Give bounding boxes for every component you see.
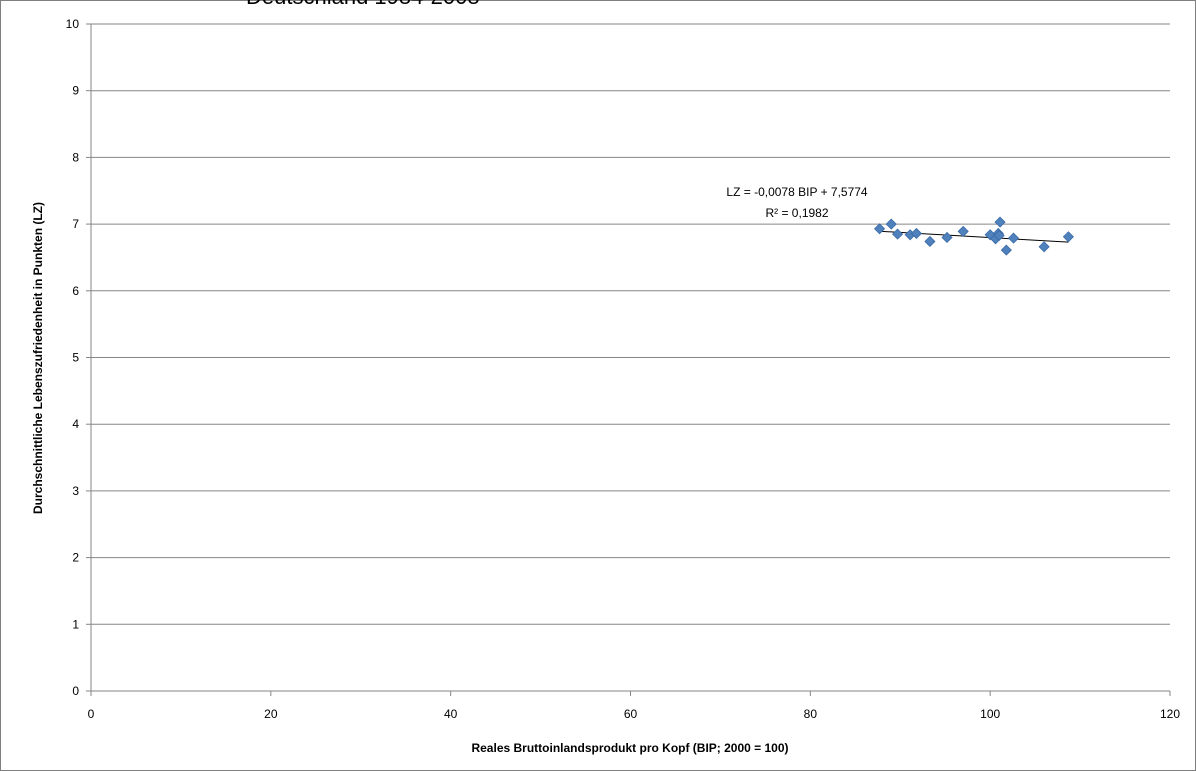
- x-tick-label: 60: [624, 707, 638, 721]
- x-tick-label: 0: [88, 707, 95, 721]
- y-tick-labels: 0 1 2 3 4 5 6 7 8 9 10: [66, 17, 80, 698]
- y-tick-label: 0: [72, 684, 79, 698]
- clipped-title-text: Deutschland 1984-2008: [246, 0, 480, 9]
- y-tick-label: 2: [72, 551, 79, 565]
- data-point: [910, 227, 923, 240]
- x-tick-label: 100: [980, 707, 1000, 721]
- y-tick-label: 8: [72, 150, 79, 164]
- y-tick-label: 6: [72, 284, 79, 298]
- data-point: [1062, 231, 1074, 243]
- y-tick-label: 7: [72, 217, 79, 231]
- x-tick-labels: 0 20 40 60 80 100 120: [88, 707, 1181, 721]
- data-point: [885, 218, 897, 230]
- x-tick-label: 40: [444, 707, 458, 721]
- data-points: [874, 216, 1074, 256]
- data-point: [957, 225, 969, 238]
- data-point: [993, 229, 1005, 242]
- y-tick-label: 1: [72, 617, 79, 631]
- data-point: [924, 235, 936, 248]
- x-tick-label: 120: [1160, 707, 1180, 721]
- data-point: [1007, 232, 1020, 244]
- data-point: [941, 231, 953, 244]
- y-tick-label: 9: [72, 84, 79, 98]
- axes: [90, 24, 1170, 692]
- y-tick-label: 4: [72, 417, 79, 431]
- data-point: [891, 228, 904, 240]
- trendline-equation: LZ = -0,0078 BIP + 7,5774: [726, 185, 868, 199]
- data-point: [1038, 241, 1050, 253]
- x-axis-title: Reales Bruttoinlandsprodukt pro Kopf (BI…: [471, 741, 788, 755]
- y-tick-label: 10: [66, 17, 80, 31]
- y-tick-label: 5: [72, 351, 79, 365]
- x-tick-label: 80: [804, 707, 818, 721]
- gridlines: [86, 23, 1171, 696]
- data-point: [1000, 244, 1012, 256]
- y-axis-title: Durchschnittliche Lebenszufriedenheit in…: [31, 202, 45, 514]
- trendline-r-squared: R² = 0,1982: [765, 206, 828, 220]
- x-tick-label: 20: [264, 707, 278, 721]
- y-tick-label: 3: [72, 484, 79, 498]
- data-point: [874, 223, 886, 235]
- data-point: [994, 216, 1006, 228]
